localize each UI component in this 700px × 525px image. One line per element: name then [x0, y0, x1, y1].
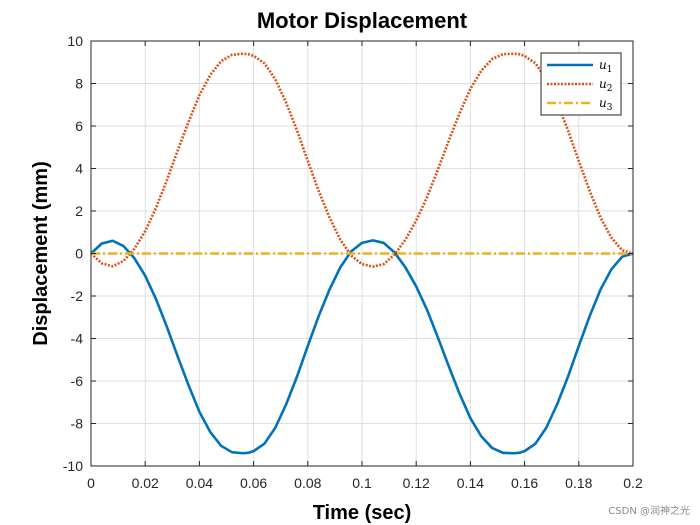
y-axis-label: Displacement (mm) [30, 161, 52, 346]
y-tick-label: -10 [63, 458, 83, 474]
y-tick-label: 10 [67, 33, 83, 49]
x-tick-label: 0.1 [352, 475, 372, 491]
x-tick-label: 0.06 [240, 475, 267, 491]
y-tick-label: 8 [75, 76, 83, 92]
chart-title: Motor Displacement [257, 8, 468, 33]
legend-label-sub: 1 [607, 65, 613, 75]
y-tick-label: -6 [71, 373, 84, 389]
y-tick-label: -2 [71, 288, 84, 304]
x-tick-label: 0.14 [457, 475, 484, 491]
legend-label-u3: u3 [599, 96, 613, 113]
x-tick-label: 0.2 [623, 475, 643, 491]
x-tick-label: 0.12 [403, 475, 430, 491]
x-tick-label: 0.02 [132, 475, 159, 491]
x-tick-label: 0.18 [565, 475, 592, 491]
x-tick-label: 0.16 [511, 475, 538, 491]
legend-label-u1: u1 [599, 58, 612, 75]
y-tick-label: 0 [75, 246, 83, 262]
x-tick-label: 0 [87, 475, 95, 491]
legend-label-base: u [599, 96, 607, 110]
legend-label-u2: u2 [599, 77, 612, 94]
y-tick-label: 2 [75, 203, 83, 219]
legend-label-sub: 3 [607, 103, 613, 113]
legend-label-base: u [599, 77, 607, 91]
y-tick-label: 4 [75, 161, 83, 177]
watermark-text: CSDN @润神之光 [608, 504, 690, 517]
legend-label-base: u [599, 58, 607, 72]
y-tick-label: -8 [71, 416, 84, 432]
y-tick-label: 6 [75, 118, 83, 134]
x-tick-label: 0.08 [294, 475, 321, 491]
series-line-u1 [90, 239, 634, 455]
series-layer [90, 52, 634, 455]
legend-label-sub: 2 [607, 84, 613, 94]
x-tick-label: 0.04 [186, 475, 213, 491]
series-line-u2 [90, 52, 634, 268]
x-axis-label: Time (sec) [313, 502, 412, 524]
y-tick-label: -4 [71, 331, 84, 347]
ticks: 0 0.02 0.04 0.06 0.08 0.1 0.12 0.14 0.16 0.18 0.2 -… [63, 33, 643, 491]
